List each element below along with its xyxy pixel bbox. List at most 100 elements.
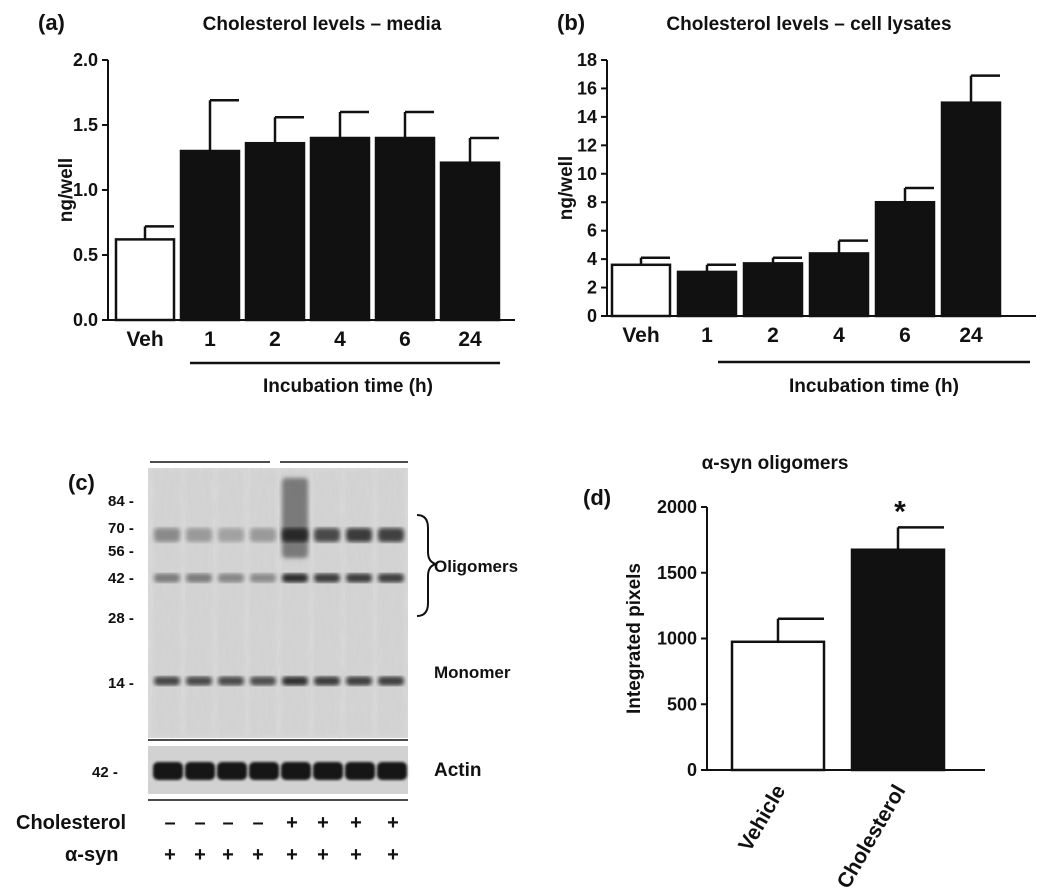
blot-lane [185,470,213,736]
y-tick-label: 2 [587,278,597,298]
asyn-sign: + [194,844,206,866]
y-tick-label: 8 [587,192,597,212]
chart-cholesterol-media: Cholesterol levels – media 0.0 0.5 1.0 1.5 2.… [56,14,515,397]
monomer-band [186,676,212,686]
blot-lane [377,470,405,736]
category-label: 2 [767,324,779,347]
category-label: 1 [204,328,216,351]
oligomer-band [218,573,244,583]
blot-lane [217,470,245,736]
blot-lane [249,470,277,736]
panel-label-a: (a) [38,10,65,35]
y-tick-label: 0.0 [73,310,98,330]
category-label: 6 [899,324,911,347]
cholesterol-sign: – [222,812,233,834]
category-label: 4 [833,324,845,347]
actin-mw-marker: 42 - [92,764,118,781]
category-label: 24 [959,324,983,347]
bar-6 [874,200,936,318]
actin-band [281,762,311,780]
bar-24 [439,161,501,322]
western-blot-panel: 84 - 70 - 56 - 42 - 28 - 14 - 42 - Oligo… [16,461,518,866]
oligomer-band [250,573,276,583]
actin-band [185,762,215,780]
bar-4 [808,252,870,318]
bar-2 [244,141,306,322]
bar-2 [742,262,804,318]
oligomer-band [346,573,372,583]
oligomers-label: Oligomers [434,557,518,576]
monomer-band [282,676,308,686]
oligomer-band [154,573,180,583]
oligomer-band [314,573,340,583]
blot-lane [153,470,181,736]
cholesterol-signs: – – – – + + + + [164,812,398,834]
y-tick-label: 16 [577,78,597,98]
bar-veh [114,238,176,322]
bar-24 [940,101,1002,318]
actin-band [345,762,375,780]
cholesterol-sign: + [350,812,362,834]
chart-title: Cholesterol levels – cell lysates [666,14,951,35]
actin-band [153,762,183,780]
oligomer-smear [282,478,308,558]
category-label: Vehicle [734,781,790,855]
chart-title: Cholesterol levels – media [203,14,442,35]
oligomer-band [314,528,340,542]
actin-band [249,762,279,780]
y-tick-label: 1500 [657,563,697,583]
oligomer-band [378,528,404,542]
y-tick-label: 6 [587,221,597,241]
panel-label-d: (d) [583,485,611,510]
oligomer-brace [416,514,437,617]
monomer-label: Monomer [434,663,511,682]
panel-label-c: (c) [68,470,95,495]
oligomer-band [346,528,372,542]
asyn-sign: + [164,844,176,866]
bar-6 [374,136,436,322]
chart-title: α-syn oligomers [702,453,849,474]
asyn-signs: + + + + + + + + [164,844,399,866]
oligomer-band [378,573,404,583]
monomer-band [346,676,372,686]
y-tick-label: 2.0 [73,50,98,70]
cholesterol-sign: + [317,812,329,834]
mw-marker-42: 42 - [108,570,134,587]
panel-label-b: (b) [557,10,585,35]
y-tick-label: 1000 [657,629,697,649]
category-label: 4 [334,328,346,351]
blot-lane [345,470,373,736]
category-label: 1 [701,324,713,347]
cholesterol-sign: + [286,812,298,834]
asyn-sign: + [350,844,362,866]
category-label: Cholesterol [833,781,911,893]
oligomer-band [186,528,212,542]
y-axis-label: ng/well [56,158,77,222]
cholesterol-sign: – [164,812,175,834]
y-tick-label: 1.0 [73,180,98,200]
y-tick-label: 0.5 [73,245,98,265]
blot-lanes [153,470,405,736]
y-axis-label: Integrated pixels [624,563,645,714]
significance-star: * [894,495,906,528]
chart-cholesterol-lysates: Cholesterol levels – cell lysates0246810… [556,14,1036,397]
monomer-band [154,676,180,686]
cholesterol-sign: – [252,812,263,834]
bar-veh [610,263,672,318]
asyn-row-label: α-syn [65,844,118,866]
bar-1 [179,149,241,322]
y-tick-label: 10 [577,164,597,184]
x-axis-label: Incubation time (h) [263,376,433,397]
mw-marker-70: 70 - [108,520,134,537]
actin-band [377,762,407,780]
asyn-sign: + [252,844,264,866]
bar-cholesterol [850,548,946,772]
category-label: 24 [458,328,482,351]
actin-lanes [153,762,407,780]
actin-band [313,762,343,780]
chart-asyn-oligomers: α-syn oligomers 0 500 1000 1500 2000 Integrate… [624,453,985,893]
y-tick-label: 0 [687,760,697,780]
monomer-band [314,676,340,686]
x-axis-label: Incubation time (h) [789,376,959,397]
category-label: Veh [622,324,659,347]
